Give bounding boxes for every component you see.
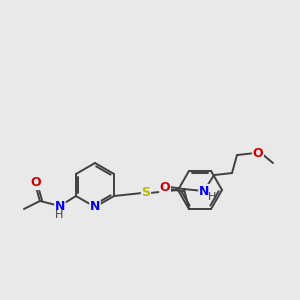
Text: N: N	[199, 184, 209, 198]
Text: H: H	[208, 192, 216, 202]
Text: O: O	[160, 181, 170, 194]
Text: N: N	[90, 200, 100, 214]
Text: H: H	[55, 210, 63, 220]
Text: O: O	[31, 176, 41, 190]
Text: S: S	[142, 187, 151, 200]
Text: O: O	[253, 147, 263, 160]
Text: N: N	[55, 200, 65, 212]
